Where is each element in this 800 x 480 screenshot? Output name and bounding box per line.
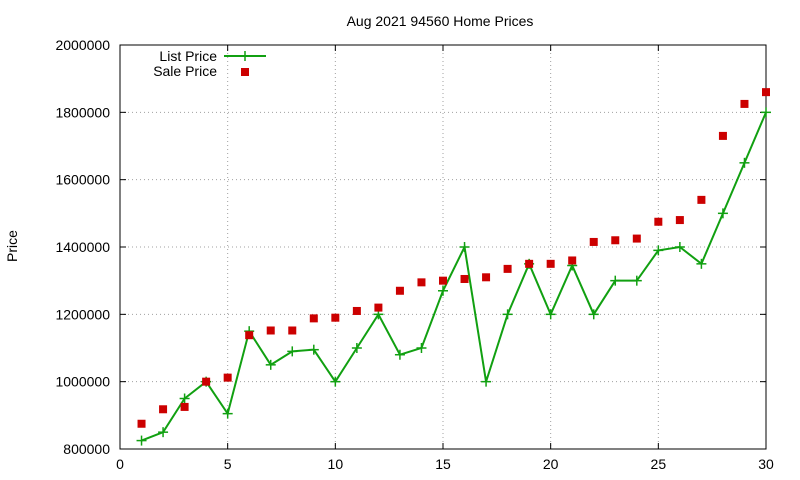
legend: List Price Sale Price: [153, 48, 266, 79]
sale-price-point: [546, 259, 555, 268]
y-tick-label: 1600000: [55, 172, 110, 188]
sale-price-point: [395, 286, 404, 295]
list-price-point: [416, 343, 427, 353]
sale-price-point: [137, 419, 146, 428]
chart-title: Aug 2021 94560 Home Prices: [347, 13, 534, 29]
legend-label-sale-price: Sale Price: [153, 63, 217, 79]
list-price-point: [674, 242, 685, 252]
sale-price-point: [245, 331, 254, 340]
x-tick-label: 0: [116, 456, 124, 472]
y-tick-label: 1200000: [55, 306, 110, 322]
sale-price-point: [482, 273, 491, 282]
y-tick-label: 1400000: [55, 239, 110, 255]
legend-label-list-price: List Price: [159, 48, 217, 64]
list-price-point: [351, 343, 362, 353]
list-price-point: [761, 107, 771, 118]
list-price-point: [717, 208, 728, 219]
sale-price-point: [352, 306, 361, 315]
legend-marker-list-price: [240, 51, 250, 61]
list-price-point: [588, 309, 599, 320]
sale-price-point: [223, 373, 232, 382]
list-price-point: [502, 309, 513, 320]
series-0: [136, 107, 771, 446]
list-price-point: [610, 275, 621, 286]
y-axis-label: Price: [4, 230, 20, 262]
tick-labels: 0 5 10 15 20 25 30 800000 1000000 1200000 1400000 1…: [55, 37, 774, 472]
list-price-point: [394, 349, 405, 360]
sale-price-point: [589, 237, 598, 246]
y-tick-label: 800000: [63, 441, 110, 457]
list-price-point: [179, 393, 190, 404]
list-price-point: [136, 435, 147, 446]
list-price-point: [287, 346, 298, 357]
sale-price-point: [525, 259, 534, 268]
list-price-point: [739, 157, 750, 168]
sale-price-point: [417, 278, 426, 287]
list-price-point: [438, 285, 448, 296]
sale-price-point: [439, 276, 447, 285]
sale-price-point: [718, 131, 727, 140]
sale-price-point: [202, 377, 211, 386]
x-tick-label: 5: [224, 456, 232, 472]
sale-price-point: [460, 274, 469, 283]
grid-lines: [120, 45, 766, 449]
sale-price-point: [654, 217, 663, 226]
series-line-list-price: [141, 111, 767, 442]
list-price-point: [308, 344, 319, 355]
plot-frame: [119, 44, 767, 450]
x-tick-label: 20: [543, 456, 559, 472]
x-tick-label: 30: [758, 456, 774, 472]
sale-price-point: [568, 256, 577, 265]
sale-price-point: [266, 326, 275, 335]
sale-price-point: [675, 216, 684, 225]
list-price-point: [459, 242, 470, 252]
sale-price-point: [740, 99, 749, 108]
sale-price-point: [180, 402, 189, 411]
sale-price-point: [159, 405, 168, 414]
y-tick-label: 1800000: [55, 104, 110, 120]
sale-price-point: [374, 303, 383, 312]
list-price-point: [545, 309, 556, 320]
list-price-point: [653, 245, 664, 256]
sale-price-point: [331, 313, 340, 322]
series-1: [137, 88, 770, 428]
list-price-point: [696, 258, 707, 269]
x-tick-label: 25: [651, 456, 667, 472]
list-price-point: [222, 408, 233, 419]
x-tick-label: 10: [328, 456, 344, 472]
list-price-point: [158, 427, 169, 438]
legend-marker-sale-price: [241, 68, 249, 76]
sale-price-point: [697, 195, 706, 204]
list-price-point: [481, 376, 492, 387]
sale-price-point: [288, 326, 297, 335]
series-layer: [136, 88, 771, 446]
list-price-point: [330, 376, 341, 387]
sale-price-point: [309, 314, 318, 323]
sale-price-point: [611, 236, 620, 245]
y-tick-label: 1000000: [55, 374, 110, 390]
sale-price-point: [632, 234, 641, 243]
sale-price-point: [503, 264, 512, 273]
list-price-point: [265, 359, 276, 370]
y-tick-label: 2000000: [55, 37, 110, 53]
sale-price-point: [762, 88, 770, 97]
list-price-point: [631, 275, 642, 286]
x-tick-label: 15: [435, 456, 451, 472]
